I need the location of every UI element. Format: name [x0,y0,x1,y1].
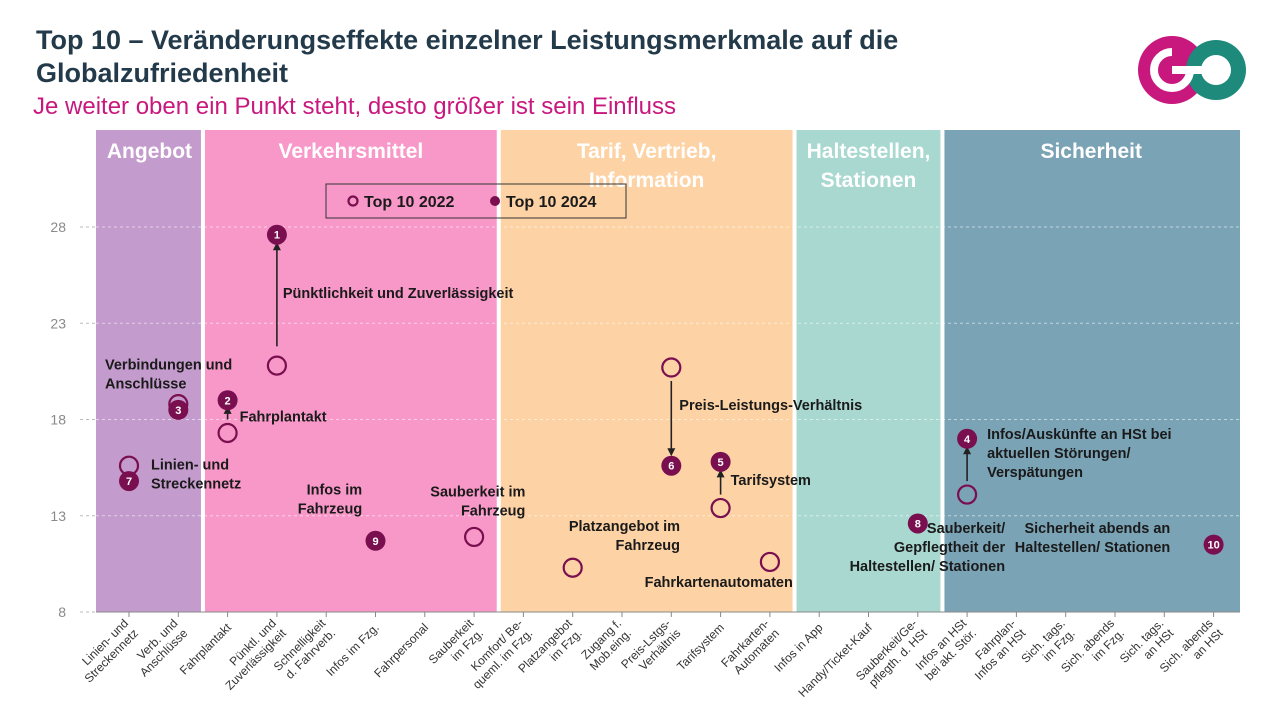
go-logo [1138,36,1246,104]
x-tick-label: Fahrplantakt [177,620,235,678]
y-tick-label: 23 [50,315,66,331]
annotation-label: Infos im Fahrzeug [298,483,362,518]
x-tick-label: Preis-Lstgs-Verhältnis [618,616,683,681]
rank-label: 3 [175,405,181,417]
x-tick-label: Platzangebotim Fzg. [515,616,585,686]
legend-label-2022: Top 10 2022 [364,194,455,211]
y-tick-label: 18 [50,412,66,428]
annotation-label: Verbindungen und Anschlüsse [105,357,232,392]
rank-label: 9 [372,536,378,548]
rank-label: 2 [225,395,231,407]
annotation-label: Pünktlichkeit und Zuverlässigkeit [283,286,514,302]
section-title: Verkehrsmittel [278,140,423,163]
point-2024 [957,428,978,449]
section-title: Angebot [107,140,192,163]
point-2024 [710,451,731,472]
annotation-label: Sauberkeit im Fahrzeug [430,485,525,520]
point-2022 [759,551,781,573]
y-tick-label: 13 [50,508,66,524]
x-tick-label: Fahrplan-Infos an HSt [962,616,1029,683]
section-angebot [96,130,203,612]
annotation-label: Tarifsystem [731,473,811,489]
section-verkehrsmittel [202,130,499,612]
point-2024 [661,455,682,476]
page-subtitle: Je weiter oben ein Punkt steht, desto gr… [33,93,676,120]
point-2024 [266,224,287,245]
legend-label-2024: Top 10 2024 [506,194,597,211]
point-2024 [365,530,386,551]
y-tick-label: 8 [58,604,66,620]
section-title: Haltestellen, Stationen [807,140,931,192]
legend-hollow-marker [347,195,359,207]
x-tick-label: Fahrkarten-Automaten [718,616,782,680]
rank-label: 10 [1207,540,1219,552]
annotation-label: Infos/Auskünfte an HSt bei aktuellen Stör… [987,427,1172,481]
page-title: Top 10 – Veränderungseffekte einzelner L… [36,25,899,88]
point-2022 [710,497,731,519]
point-2024 [168,399,189,420]
section-tarif [498,130,795,612]
legend-box [325,183,627,219]
point-2024 [217,390,238,411]
rank-label: 1 [274,230,280,242]
point-2024 [119,471,139,492]
point-2024 [1203,534,1224,555]
y-tick-label: 28 [50,219,66,235]
x-tick-label: Infos an HStbei akt. Stör. [912,616,979,683]
rank-label: 4 [964,434,971,446]
annotation-label: Sicherheit abends an Haltestellen/ Statio… [1015,521,1171,556]
annotation-label: Preis-Leistungs-Verhältnis [679,398,862,414]
point-2022 [562,557,583,578]
annotation-label: Linien- und Streckennetz [151,458,241,493]
section-sicherheit [942,130,1240,612]
section-title: Sicherheit [1040,140,1142,163]
point-2022 [661,357,682,378]
annotation-label: Fahrplantakt [240,409,327,425]
annotation-label: Fahrkartenautomaten [645,575,793,591]
point-2022 [464,526,485,548]
x-tick-label: Tarifsystem [674,620,727,673]
x-tick-label: Sich. abendsan HSt [1157,616,1226,685]
rank-label: 6 [668,461,674,473]
point-2022 [217,422,238,444]
legend-filled-marker [490,196,500,206]
x-tick-label: Sich. abendsim Fzg. [1058,616,1127,685]
x-tick-label: Linien- undStreckennetz [72,616,141,685]
point-2022 [956,484,978,505]
section-title: Tarif, Vertrieb, Information [577,140,717,192]
rank-label: 7 [126,476,132,488]
annotation-label: Sauberkeit/Gepflegtheit der Haltestellen/… [850,521,1006,575]
point-2022 [266,355,287,376]
annotation-label: Platzangebot im Fahrzeug [569,519,680,554]
point-2024 [907,513,928,534]
rank-label: 8 [915,518,921,530]
rank-label: 5 [718,457,724,469]
